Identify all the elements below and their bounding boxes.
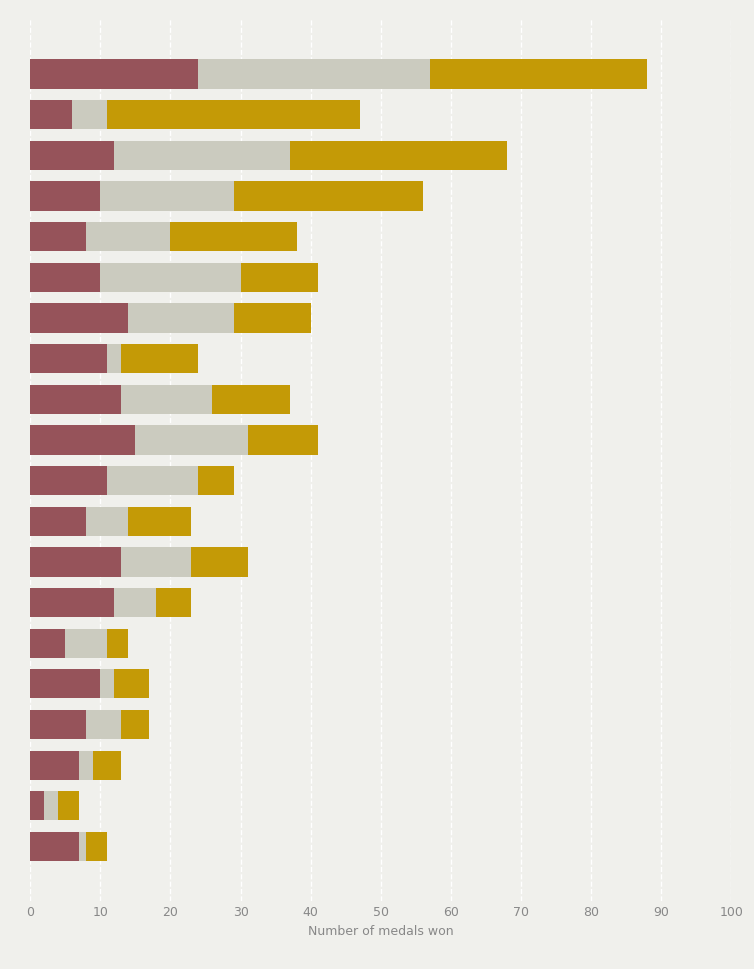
- Bar: [30, 181, 100, 210]
- Bar: [86, 831, 107, 861]
- Bar: [135, 425, 247, 454]
- Bar: [128, 303, 234, 332]
- Bar: [30, 141, 115, 170]
- Bar: [198, 466, 234, 495]
- Bar: [107, 466, 198, 495]
- Bar: [128, 507, 192, 536]
- Bar: [30, 425, 135, 454]
- Bar: [121, 344, 198, 373]
- Bar: [44, 791, 58, 821]
- Bar: [30, 466, 107, 495]
- Bar: [115, 141, 290, 170]
- Bar: [170, 222, 296, 251]
- Bar: [30, 263, 100, 292]
- Bar: [247, 425, 317, 454]
- Bar: [30, 344, 107, 373]
- Bar: [30, 831, 79, 861]
- Bar: [65, 629, 107, 658]
- Bar: [107, 344, 121, 373]
- Bar: [198, 59, 430, 89]
- Bar: [30, 588, 115, 617]
- Bar: [121, 547, 192, 577]
- Bar: [30, 100, 72, 130]
- Bar: [121, 385, 213, 414]
- Bar: [107, 629, 128, 658]
- Bar: [30, 710, 86, 739]
- Bar: [30, 385, 121, 414]
- Bar: [30, 791, 44, 821]
- Bar: [430, 59, 647, 89]
- Bar: [100, 670, 115, 699]
- Bar: [121, 710, 149, 739]
- Bar: [115, 670, 149, 699]
- Bar: [241, 263, 317, 292]
- Bar: [290, 141, 507, 170]
- Bar: [156, 588, 192, 617]
- Bar: [30, 222, 86, 251]
- Bar: [107, 100, 360, 130]
- Bar: [30, 507, 86, 536]
- Bar: [79, 831, 86, 861]
- Bar: [86, 507, 128, 536]
- Bar: [100, 263, 241, 292]
- Bar: [86, 222, 170, 251]
- Bar: [234, 303, 311, 332]
- Bar: [93, 751, 121, 780]
- Bar: [192, 547, 247, 577]
- Bar: [115, 588, 156, 617]
- Bar: [30, 751, 79, 780]
- Bar: [234, 181, 423, 210]
- Bar: [30, 547, 121, 577]
- Bar: [100, 181, 234, 210]
- Bar: [30, 670, 100, 699]
- Bar: [79, 751, 93, 780]
- Bar: [30, 303, 128, 332]
- Bar: [213, 385, 290, 414]
- Bar: [30, 59, 198, 89]
- Bar: [72, 100, 107, 130]
- X-axis label: Number of medals won: Number of medals won: [308, 924, 454, 938]
- Bar: [86, 710, 121, 739]
- Bar: [30, 629, 65, 658]
- Bar: [58, 791, 79, 821]
